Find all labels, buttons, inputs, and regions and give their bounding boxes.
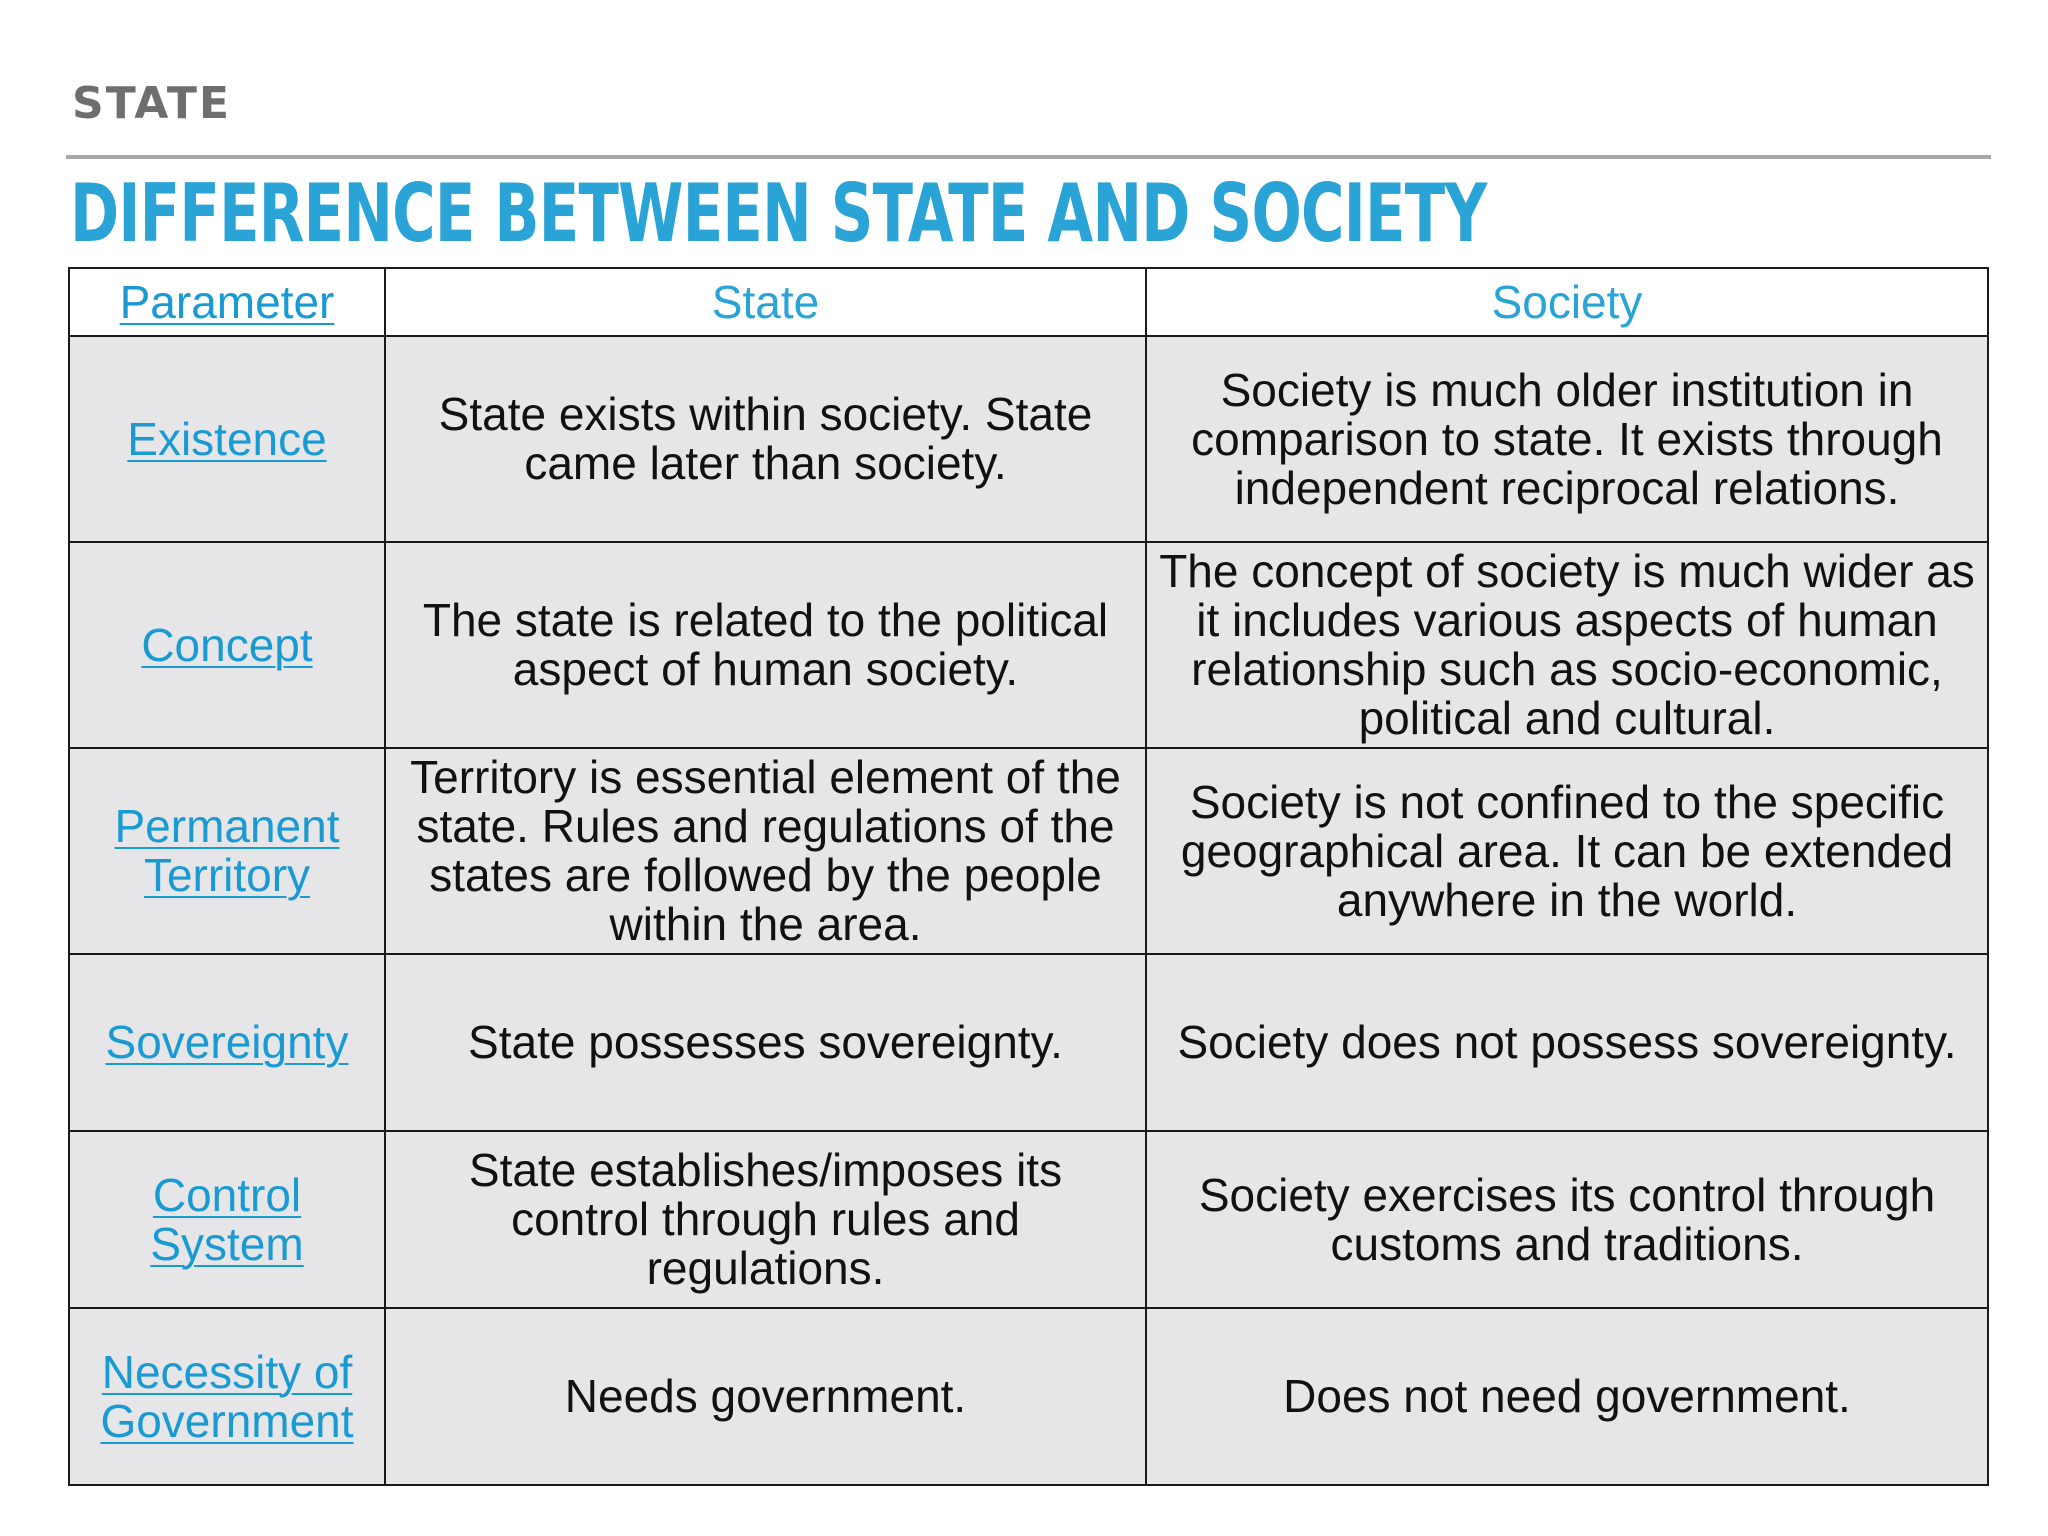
parameter-link-permanent-territory[interactable]: Permanent Territory — [114, 800, 340, 901]
section-label: STATE — [72, 78, 231, 129]
table-header-row: Parameter State Society — [68, 267, 1989, 337]
parameter-link-control-system[interactable]: Control System — [150, 1168, 304, 1270]
society-cell: Society is much older institution in com… — [1145, 335, 1989, 543]
table-row: Concept The state is related to the poli… — [68, 541, 1989, 749]
column-header-parameter-link[interactable]: Parameter — [119, 275, 335, 328]
parameter-cell: Necessity of Government — [68, 1307, 386, 1486]
state-cell: State exists within society. State came … — [384, 335, 1147, 543]
page-title: DIFFERENCE BETWEEN STATE AND SOCIETY — [70, 167, 1487, 260]
society-cell: The concept of society is much wider as … — [1145, 541, 1989, 749]
parameter-link-necessity-of-government[interactable]: Necessity of Government — [100, 1345, 354, 1447]
parameter-link-sovereignty[interactable]: Sovereignty — [105, 1016, 349, 1068]
table-row: Permanent Territory Territory is essenti… — [68, 747, 1989, 955]
column-header-parameter[interactable]: Parameter — [68, 267, 386, 337]
table-row: Necessity of Government Needs government… — [68, 1307, 1989, 1486]
parameter-cell: Permanent Territory — [68, 747, 386, 955]
parameter-cell: Control System — [68, 1130, 386, 1309]
table-row: Existence State exists within society. S… — [68, 335, 1989, 543]
parameter-cell: Sovereignty — [68, 953, 386, 1132]
table-row: Control System State establishes/imposes… — [68, 1130, 1989, 1309]
society-cell: Society exercises its control through cu… — [1145, 1130, 1989, 1309]
table-row: Sovereignty State possesses sovereignty.… — [68, 953, 1989, 1132]
society-cell: Does not need government. — [1145, 1307, 1989, 1486]
state-cell: The state is related to the political as… — [384, 541, 1147, 749]
column-header-society: Society — [1145, 267, 1989, 337]
header-divider — [66, 155, 1991, 159]
parameter-cell: Concept — [68, 541, 386, 749]
parameter-link-concept[interactable]: Concept — [141, 618, 313, 671]
column-header-state: State — [384, 267, 1147, 337]
society-cell: Society does not possess sovereignty. — [1145, 953, 1989, 1132]
parameter-link-existence[interactable]: Existence — [127, 412, 327, 465]
state-cell: State possesses sovereignty. — [384, 953, 1147, 1132]
society-cell: Society is not confined to the specific … — [1145, 747, 1989, 955]
parameter-cell: Existence — [68, 335, 386, 543]
state-cell: Territory is essential element of the st… — [384, 747, 1147, 955]
state-cell: Needs government. — [384, 1307, 1147, 1486]
comparison-table: Parameter State Society Existence State … — [68, 267, 1989, 1486]
state-cell: State establishes/imposes its control th… — [384, 1130, 1147, 1309]
